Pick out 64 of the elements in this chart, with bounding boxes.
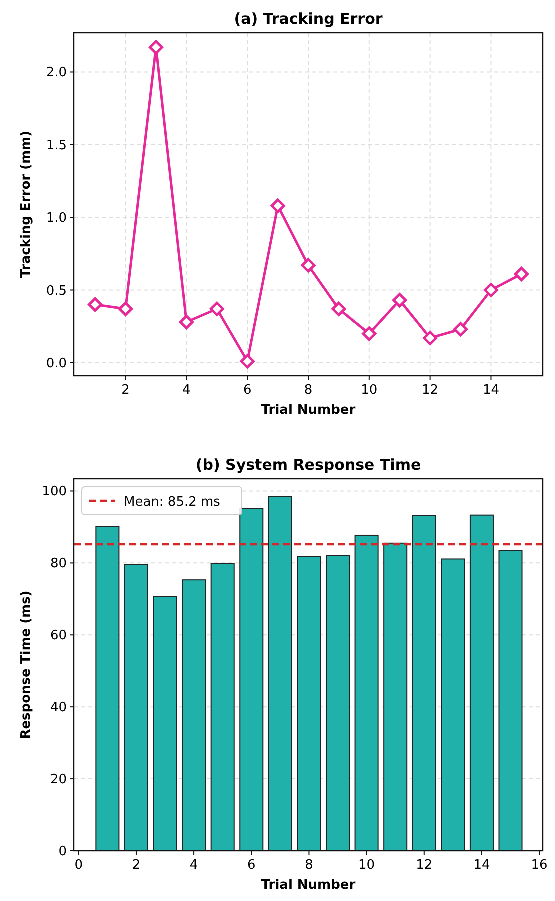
point bbox=[392, 293, 408, 308]
bar bbox=[384, 542, 408, 852]
y-axis-title: Response Time (ms) bbox=[19, 590, 34, 740]
point bbox=[148, 40, 164, 55]
x-tick-label: 6 bbox=[248, 858, 256, 873]
bar bbox=[96, 526, 120, 852]
y-tick-label: 60 bbox=[50, 628, 67, 644]
bar bbox=[498, 550, 523, 852]
point bbox=[118, 302, 134, 316]
x-tick-label: 8 bbox=[305, 858, 314, 873]
bar bbox=[470, 514, 494, 852]
point bbox=[270, 198, 286, 214]
bar bbox=[210, 563, 235, 852]
point bbox=[240, 354, 255, 369]
x-tick-label: 12 bbox=[422, 383, 439, 398]
bar bbox=[326, 555, 350, 852]
x-tick-label: 4 bbox=[190, 858, 198, 873]
point bbox=[301, 258, 316, 273]
x-tick-label: 10 bbox=[358, 858, 376, 873]
point bbox=[88, 298, 103, 312]
y-tick-label: 1.5 bbox=[46, 138, 67, 154]
point bbox=[454, 322, 468, 337]
point bbox=[362, 326, 377, 342]
y-tick-label: 0.5 bbox=[46, 284, 67, 299]
y-tick-label: 0 bbox=[58, 844, 67, 860]
y-axis-title: Tracking Error (mm) bbox=[19, 130, 34, 278]
bar bbox=[297, 556, 322, 852]
y-tick-label: 100 bbox=[42, 484, 67, 500]
y-tick-label: 0.0 bbox=[46, 356, 67, 372]
x-tick-label: 0 bbox=[74, 858, 84, 873]
x-axis-title: Trial Number bbox=[261, 403, 356, 418]
x-tick-label: 2 bbox=[132, 858, 141, 873]
bar bbox=[124, 564, 148, 852]
x-tick-label: 12 bbox=[416, 858, 433, 873]
x-tick-label: 2 bbox=[122, 383, 130, 398]
x-tick-label: 14 bbox=[474, 858, 490, 873]
legend-label: Mean: 85.2 ms bbox=[124, 495, 221, 510]
x-axis-title: Trial Number bbox=[261, 878, 356, 893]
y-tick-label: 20 bbox=[50, 772, 67, 788]
point bbox=[179, 314, 194, 330]
point bbox=[484, 283, 498, 298]
chart-title: (b) System Response Time bbox=[196, 456, 422, 474]
x-tick-label: 8 bbox=[304, 383, 313, 398]
point bbox=[210, 302, 224, 316]
bar bbox=[412, 515, 436, 852]
bar bbox=[268, 496, 292, 852]
point bbox=[514, 267, 529, 282]
bar bbox=[153, 596, 178, 852]
bar bbox=[240, 508, 264, 852]
x-tick-label: 16 bbox=[531, 858, 548, 873]
y-tick-label: 1.0 bbox=[46, 211, 67, 226]
bar bbox=[182, 580, 206, 852]
y-tick-label: 2.0 bbox=[46, 66, 67, 81]
x-tick-label: 6 bbox=[243, 383, 252, 398]
y-tick-label: 80 bbox=[50, 556, 67, 572]
x-tick-label: 10 bbox=[361, 383, 378, 398]
bar bbox=[441, 558, 466, 852]
y-tick-label: 40 bbox=[50, 700, 67, 716]
x-tick-label: 14 bbox=[482, 383, 500, 398]
chart-title: (a) Tracking Error bbox=[234, 10, 384, 28]
point bbox=[332, 302, 346, 316]
bar bbox=[354, 534, 379, 852]
x-tick-label: 4 bbox=[182, 383, 191, 398]
point bbox=[423, 330, 438, 346]
